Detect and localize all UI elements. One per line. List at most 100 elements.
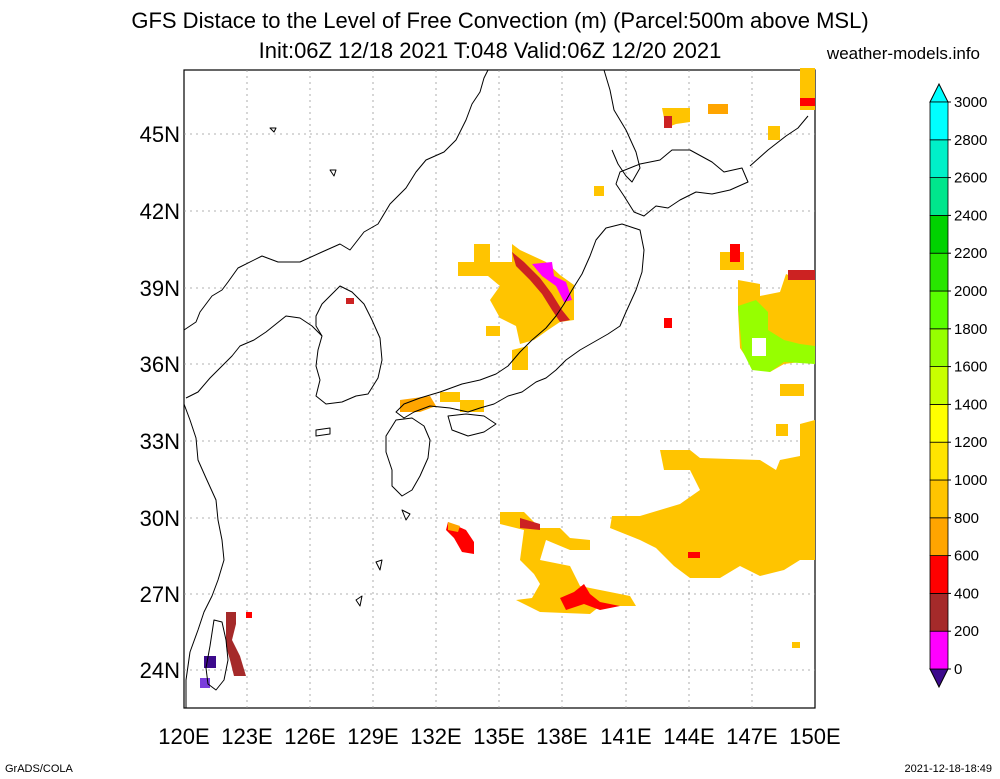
coast-taiwan — [205, 619, 229, 691]
colorbar-segment — [929, 593, 949, 632]
coast-hokkaido — [615, 149, 749, 217]
map-panel: 45N 42N 39N 36N 33N 30N 27N 24N 120E 123… — [140, 68, 841, 749]
colorbar-bottom-arrow — [929, 668, 949, 689]
colorbar-segment — [929, 366, 949, 405]
colorbar-label: 200 — [954, 623, 979, 640]
lat-label-45n: 45N — [140, 122, 180, 147]
lon-label-141e: 141E — [600, 724, 651, 749]
colorbar-label: 1400 — [954, 396, 987, 413]
colorbar-label: 1000 — [954, 472, 987, 489]
shade-hokkaido-red — [664, 116, 672, 128]
coast-lake — [269, 127, 277, 133]
shade-honshu-magenta — [532, 262, 572, 302]
footer-software: GrADS/COLA — [5, 763, 73, 775]
shade-misc-1 — [664, 318, 672, 328]
shade-hokkaido-2 — [708, 104, 728, 114]
coast-ryukyu-2 — [355, 595, 363, 607]
colorbar-label: 3000 — [954, 94, 987, 111]
shade-inland-sea — [400, 396, 436, 412]
coast-shikoku — [447, 413, 497, 437]
shade-amami-orange — [448, 522, 460, 532]
shade-taiwan-red — [226, 612, 246, 676]
shade-south-pacific — [610, 420, 815, 578]
shade-ogasawara-red-2 — [520, 518, 540, 530]
coast-korea — [315, 285, 383, 405]
coast-kuril — [749, 115, 809, 167]
lat-label-42n: 42N — [140, 199, 180, 224]
lon-label-138e: 138E — [536, 724, 587, 749]
colorbar-label: 800 — [954, 510, 979, 527]
lon-labels: 120E 123E 126E 129E 132E 135E 138E 141E … — [158, 724, 840, 749]
lat-label-39n: 39N — [140, 276, 180, 301]
lon-label-129e: 129E — [347, 724, 398, 749]
shade-tsugaru — [594, 186, 604, 196]
shade-south-pacific-red — [688, 552, 700, 558]
colorbar-segment — [929, 479, 949, 519]
lon-label-135e: 135E — [473, 724, 524, 749]
shade-ne-corner-red — [800, 98, 815, 106]
coast-bohai — [185, 315, 323, 399]
shade-pacific-green-hole — [752, 338, 766, 356]
shade-kanto — [512, 346, 528, 370]
colorbar-label: 600 — [954, 548, 979, 565]
coast-kyushu — [385, 417, 431, 497]
colorbar-label: 400 — [954, 585, 979, 602]
coast-ryukyu-3 — [375, 559, 383, 571]
colorbar-segment — [929, 517, 949, 556]
shade-pacific-ne-red — [730, 244, 740, 262]
shade-pacific-red — [788, 270, 815, 280]
colorbar-top-arrow — [929, 82, 949, 103]
shade-ne-2 — [768, 126, 780, 140]
colorbar-segment — [929, 328, 949, 367]
shade-south-pacific-2 — [780, 384, 804, 396]
shade-south-pacific-3 — [776, 424, 788, 436]
colorbar-segment — [929, 139, 949, 179]
colorbar-segment — [929, 555, 949, 594]
colorbar-segment — [929, 630, 949, 670]
colorbar-label: 2600 — [954, 170, 987, 187]
colorbar-segment — [929, 177, 949, 216]
title-line-1: GFS Distace to the Level of Free Convect… — [131, 8, 869, 33]
coast-mongolia — [329, 169, 337, 177]
coastlines — [183, 69, 809, 708]
lon-label-126e: 126E — [284, 724, 335, 749]
coast-sakhalin — [603, 69, 641, 183]
shade-taiwan-purple-2 — [200, 678, 210, 688]
colorbar-label: 2200 — [954, 245, 987, 262]
shade-ogasawara — [500, 512, 636, 614]
coast-asia-mainland — [183, 69, 489, 331]
lat-label-24n: 24N — [140, 658, 180, 683]
title-line-2: Init:06Z 12/18 2021 T:048 Valid:06Z 12/2… — [258, 38, 722, 63]
coast-jeju — [315, 427, 331, 437]
lat-label-30n: 30N — [140, 506, 180, 531]
lon-label-147e: 147E — [726, 724, 777, 749]
shade-taiwan-small — [246, 612, 252, 618]
lon-label-150e: 150E — [789, 724, 840, 749]
map-frame — [183, 69, 816, 709]
colorbar-label: 2400 — [954, 207, 987, 224]
colorbar-label: 0 — [954, 661, 962, 678]
colorbar-segment — [929, 290, 949, 330]
gridlines — [184, 70, 815, 708]
shade-honshu-red — [512, 252, 570, 322]
colorbar-segment — [929, 214, 949, 254]
lon-label-123e: 123E — [221, 724, 272, 749]
coast-china-east — [183, 403, 225, 708]
colorbar-label: 1600 — [954, 359, 987, 376]
coast-honshu — [395, 223, 645, 419]
coast-ryukyu-1 — [401, 509, 411, 521]
colorbar: 0 200 400 600 800 1000 1200 1400 1600 1800 2000 220… — [929, 82, 987, 689]
colorbar-label: 1800 — [954, 321, 987, 338]
lat-label-36n: 36N — [140, 352, 180, 377]
shade-honshu-small — [486, 326, 500, 336]
shade-inland-sea-2 — [440, 392, 460, 402]
footer-timestamp: 2021-12-18-18:49 — [904, 763, 992, 775]
site-credit: weather-models.info — [826, 44, 980, 63]
lon-label-120e: 120E — [158, 724, 209, 749]
shade-korea-small — [346, 298, 354, 304]
lat-labels: 45N 42N 39N 36N 33N 30N 27N 24N — [140, 122, 180, 683]
colorbar-label: 1200 — [954, 434, 987, 451]
lat-label-33n: 33N — [140, 429, 180, 454]
colorbar-segment — [929, 441, 949, 481]
colorbar-label: 2800 — [954, 132, 987, 149]
